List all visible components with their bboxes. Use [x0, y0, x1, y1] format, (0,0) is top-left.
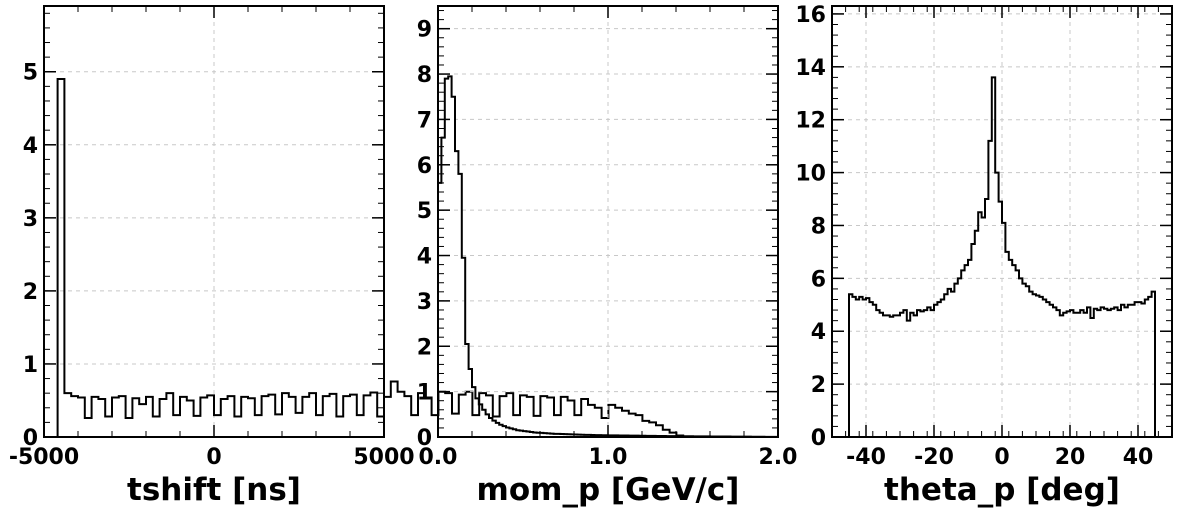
x-tick-label: 20 — [1055, 445, 1086, 470]
x-axis-title: mom_p [GeV/c] — [477, 472, 740, 508]
y-tick-label: 5 — [417, 199, 432, 224]
y-tick-label: 5 — [23, 61, 38, 86]
x-tick-label: 0.0 — [419, 445, 458, 470]
y-tick-label: 3 — [23, 207, 38, 232]
mom-p-histogram-panel: 0.0 1.0 2.0 0 1 2 3 4 5 6 7 8 9 mom_p [GeV/c] — [417, 5, 798, 508]
y-tick-label: 8 — [417, 63, 432, 88]
y-tick-label: 4 — [417, 245, 432, 270]
y-tick-label: 8 — [811, 214, 826, 239]
y-tick-label: 7 — [417, 108, 432, 133]
y-tick-label: 3 — [417, 290, 432, 315]
y-tick-label: 0 — [23, 426, 38, 451]
y-tick-label: 6 — [811, 267, 826, 292]
x-axis-title: tshift [ns] — [127, 472, 301, 508]
x-tick-label: 40 — [1123, 445, 1154, 470]
y-tick-label: 14 — [795, 56, 826, 81]
y-tick-label: 0 — [417, 426, 432, 451]
y-tick-label: 1 — [417, 381, 432, 406]
y-tick-label: 2 — [811, 373, 826, 398]
histogram-series — [848, 76, 1156, 437]
y-tick-label: 1 — [23, 353, 38, 378]
y-tick-label: 4 — [811, 320, 826, 345]
x-tick-label: 0 — [206, 445, 221, 470]
x-tick-label: -5000 — [9, 445, 79, 470]
y-tick-label: 2 — [417, 335, 432, 360]
x-tick-label: 0 — [994, 445, 1009, 470]
theta-p-histogram-panel: -40 -20 0 20 40 0 2 4 6 8 10 12 14 16 theta_p [deg] — [795, 3, 1173, 508]
y-tick-label: 6 — [417, 154, 432, 179]
x-tick-label: -20 — [914, 445, 954, 470]
x-tick-label: 2.0 — [759, 445, 798, 470]
x-axis-title: theta_p [deg] — [884, 472, 1120, 508]
x-tick-label: 5000 — [353, 445, 414, 470]
y-tick-label: 12 — [795, 109, 826, 134]
y-tick-label: 16 — [795, 3, 826, 28]
y-tick-label: 4 — [23, 134, 38, 159]
x-tick-label: -40 — [846, 445, 886, 470]
histogram-series — [44, 78, 724, 438]
y-tick-label: 9 — [417, 18, 432, 43]
x-tick-label: 1.0 — [589, 445, 628, 470]
y-tick-label: 0 — [811, 426, 826, 451]
y-tick-label: 10 — [795, 162, 826, 187]
y-tick-label: 2 — [23, 280, 38, 305]
